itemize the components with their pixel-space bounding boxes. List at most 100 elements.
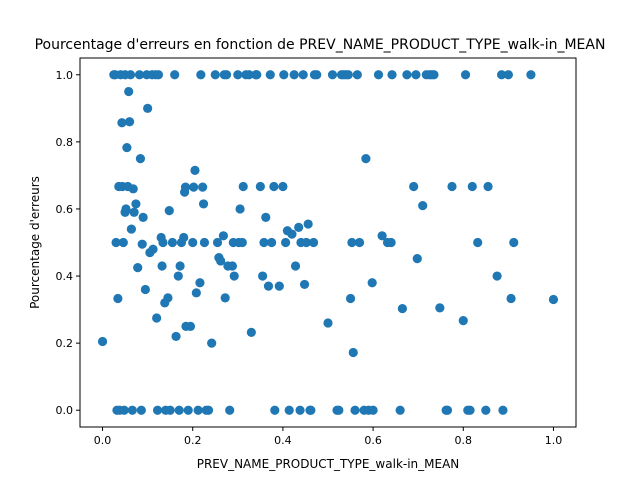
scatter-point: [259, 237, 269, 248]
scatter-point: [185, 321, 196, 331]
scatter-point: [225, 405, 235, 415]
scatter-point: [210, 70, 220, 80]
scatter-point: [143, 103, 153, 113]
scatter-point: [299, 279, 310, 290]
scatter-point: [269, 181, 279, 192]
x-tick-label: 0.0: [94, 434, 112, 447]
scatter-point: [429, 70, 439, 80]
scatter-point: [133, 263, 143, 273]
scatter-point: [352, 70, 362, 80]
scatter-point: [506, 293, 516, 304]
scatter-point: [198, 199, 209, 209]
scatter-point: [163, 293, 173, 303]
scatter-point: [127, 405, 137, 415]
scatter-point: [191, 288, 201, 298]
scatter-point: [289, 70, 299, 80]
scatter-point: [460, 70, 471, 80]
scatter-point: [334, 405, 344, 415]
scatter-point: [207, 338, 217, 348]
scatter-point: [290, 261, 301, 271]
scatter-point: [119, 405, 129, 415]
scatter-point: [503, 70, 513, 80]
scatter-point: [354, 237, 365, 248]
scatter-point: [125, 70, 136, 80]
scatter-point: [347, 237, 357, 248]
scatter-point: [118, 237, 128, 248]
scatter-point: [361, 154, 371, 164]
scatter-point: [131, 199, 141, 209]
scatter-point: [255, 181, 265, 192]
scatter-point: [229, 271, 239, 281]
scatter-point: [435, 303, 445, 313]
x-tick-label: 0.2: [184, 434, 202, 447]
scatter-point: [164, 206, 174, 216]
scatter-point: [128, 184, 138, 194]
x-tick-label: 1.0: [545, 434, 563, 447]
scatter-point: [148, 244, 158, 254]
chart-title: Pourcentage d'erreurs en fonction de PRE…: [35, 37, 606, 53]
scatter-point: [411, 70, 421, 80]
scatter-point: [179, 232, 189, 243]
scatter-point: [199, 237, 210, 248]
y-tick-label: 1.0: [56, 69, 74, 82]
scatter-point: [183, 405, 193, 415]
scatter-point: [246, 327, 256, 337]
scatter-point: [137, 239, 147, 249]
scatter-point: [227, 261, 238, 271]
scatter-point: [153, 70, 164, 80]
scatter-point: [113, 293, 123, 304]
scatter-point: [238, 181, 248, 192]
scatter-point: [140, 284, 150, 295]
scatter-point: [171, 331, 181, 342]
scatter-point: [312, 70, 322, 80]
scatter-point: [198, 182, 208, 192]
x-tick-label: 0.8: [455, 434, 473, 447]
scatter-point: [298, 70, 308, 80]
scatter-point: [237, 237, 247, 248]
x-tick-label: 0.6: [364, 434, 382, 447]
scatter-point: [170, 70, 180, 80]
scatter-point: [278, 181, 288, 192]
scatter-point: [548, 294, 559, 305]
scatter-point: [121, 204, 131, 214]
scatter-point: [274, 281, 284, 291]
scatter-point: [270, 405, 280, 415]
scatter-point: [218, 231, 228, 241]
scatter-point: [233, 70, 243, 80]
scatter-point: [97, 336, 108, 347]
scatter-point: [367, 278, 377, 288]
scatter-point: [152, 313, 162, 323]
scatter-point: [345, 293, 356, 304]
y-tick-label: 0.6: [56, 203, 74, 216]
scatter-point: [195, 278, 205, 288]
scatter-point: [212, 237, 223, 248]
scatter-point: [221, 70, 232, 80]
scatter-point: [174, 405, 184, 415]
scatter-point: [279, 70, 289, 80]
scatter-point: [135, 154, 146, 164]
scatter-point: [301, 237, 311, 248]
scatter-point: [281, 237, 291, 248]
scatter-point: [294, 222, 304, 232]
scatter-point: [473, 237, 483, 248]
scatter-point: [111, 237, 121, 248]
scatter-point: [387, 70, 397, 80]
scatter-point: [188, 237, 198, 248]
scatter-point: [497, 70, 507, 80]
scatter-point: [190, 165, 200, 175]
scatter-point: [167, 237, 178, 248]
scatter-point: [397, 303, 407, 314]
scatter-point: [327, 70, 338, 80]
scatter-point: [350, 405, 360, 415]
y-tick-label: 0.0: [56, 404, 74, 417]
scatter-point: [220, 293, 230, 303]
scatter-point: [244, 70, 254, 80]
x-tick-label: 0.4: [274, 434, 292, 447]
scatter-point: [308, 237, 319, 248]
scatter-point: [467, 181, 477, 192]
scatter-point: [263, 281, 274, 291]
scatter-point: [418, 201, 428, 211]
scatter-point: [157, 261, 167, 271]
scatter-point: [395, 405, 405, 415]
